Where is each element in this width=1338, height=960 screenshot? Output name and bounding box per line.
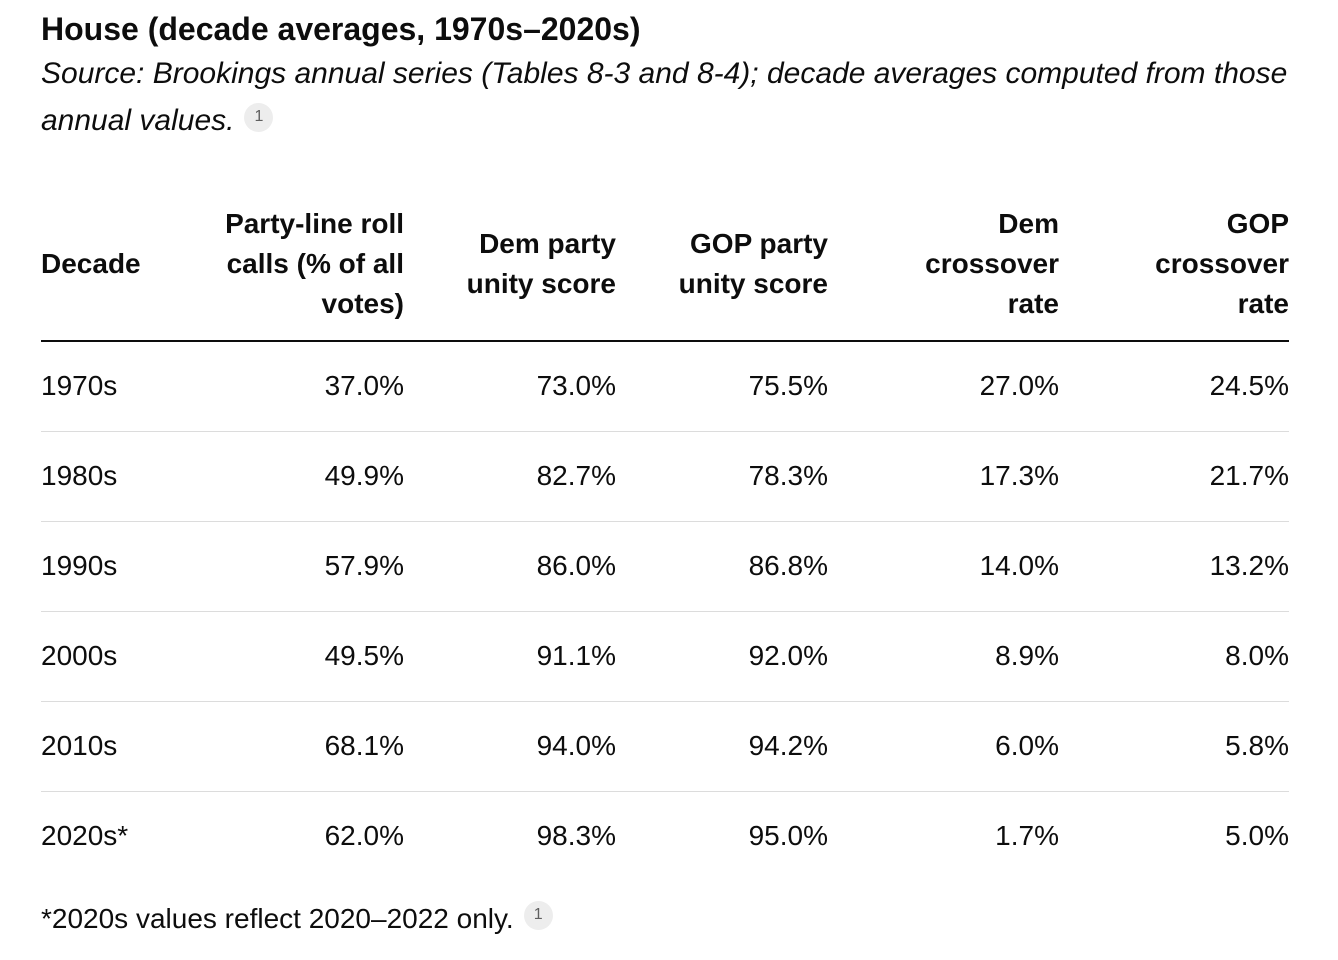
column-header-gop-party-unity-score: GOP party unity score xyxy=(616,188,828,342)
table-cell: 57.9% xyxy=(204,521,404,612)
table-cell: 49.5% xyxy=(204,611,404,702)
table-cell: 6.0% xyxy=(828,701,1059,792)
table-cell: 78.3% xyxy=(616,431,828,522)
table-cell: 8.9% xyxy=(828,611,1059,702)
table-cell: 1990s xyxy=(41,521,204,612)
table-cell: 1970s xyxy=(41,341,204,432)
citation-badge[interactable]: 1 xyxy=(244,102,274,132)
table-row-1980s: 1980s 49.9% 82.7% 78.3% 17.3% 21.7% xyxy=(41,431,1289,522)
table-cell: 68.1% xyxy=(204,701,404,792)
citation-badge[interactable]: 1 xyxy=(523,900,553,930)
table-cell: 91.1% xyxy=(404,611,616,702)
page: House (decade averages, 1970s–2020s) Sou… xyxy=(41,11,1289,939)
table-cell: 37.0% xyxy=(204,341,404,432)
table-row-2010s: 2010s 68.1% 94.0% 94.2% 6.0% 5.8% xyxy=(41,701,1289,792)
column-header-gop-crossover-rate: GOP crossover rate xyxy=(1059,188,1289,342)
table-cell: 82.7% xyxy=(404,431,616,522)
table-cell: 5.0% xyxy=(1225,820,1289,852)
column-header-dem-party-unity-score: Dem party unity score xyxy=(404,188,616,342)
table-cell: 94.2% xyxy=(616,701,828,792)
table-cell: 24.5% xyxy=(1059,341,1289,432)
footnote: *2020s values reflect 2020–2022 only. 1 xyxy=(41,899,1289,939)
table-cell: 2000s xyxy=(41,611,204,702)
table-row-2020s: 2020s* 62.0% 98.3% 95.0% 1.7% 5.0% xyxy=(41,791,1289,881)
header-row: Decade Party-line roll calls (% of all v… xyxy=(41,188,1289,342)
table-cell: 8.0% xyxy=(1059,611,1289,702)
table-cell: 73.0% xyxy=(404,341,616,432)
table-cell: 2020s* xyxy=(41,820,129,852)
table-cell: 86.8% xyxy=(616,521,828,612)
table-cell: 1980s xyxy=(41,431,204,522)
table-row-1990s: 1990s 57.9% 86.0% 86.8% 14.0% 13.2% xyxy=(41,521,1289,612)
table-cell: 1.7% xyxy=(995,820,1059,852)
table-cell: 5.8% xyxy=(1059,701,1289,792)
table-cell: 94.0% xyxy=(404,701,616,792)
source-text: Source: Brookings annual series (Tables … xyxy=(41,57,1288,137)
table-cell: 27.0% xyxy=(828,341,1059,432)
table-cell: 92.0% xyxy=(616,611,828,702)
table-header: Decade Party-line roll calls (% of all v… xyxy=(41,188,1289,342)
page-title: House (decade averages, 1970s–2020s) xyxy=(41,11,641,47)
table-cell: 62.0% xyxy=(324,820,404,852)
table-cell: 13.2% xyxy=(1059,521,1289,612)
table-row-1970s: 1970s 37.0% 73.0% 75.5% 27.0% 24.5% xyxy=(41,341,1289,432)
table-cell: 14.0% xyxy=(828,521,1059,612)
table-body: 1970s 37.0% 73.0% 75.5% 27.0% 24.5% 1980… xyxy=(41,341,1289,881)
table-cell: 98.3% xyxy=(536,820,616,852)
table-cell: 2010s xyxy=(41,701,204,792)
table-cell: 49.9% xyxy=(204,431,404,522)
decade-averages-table: Decade Party-line roll calls (% of all v… xyxy=(41,188,1289,881)
table-cell: 17.3% xyxy=(828,431,1059,522)
footnote-text: *2020s values reflect 2020–2022 only. xyxy=(41,903,514,934)
table-cell: 95.0% xyxy=(748,820,828,852)
table-cell: 86.0% xyxy=(404,521,616,612)
source-line: Source: Brookings annual series (Tables … xyxy=(41,50,1289,144)
column-header-decade: Decade xyxy=(41,188,204,342)
table-cell: 75.5% xyxy=(616,341,828,432)
column-header-dem-crossover-rate: Dem crossover rate xyxy=(828,188,1059,342)
table-row-2000s: 2000s 49.5% 91.1% 92.0% 8.9% 8.0% xyxy=(41,611,1289,702)
table-cell: 21.7% xyxy=(1059,431,1289,522)
column-header-party-line-roll-calls: Party-line roll calls (% of all votes) xyxy=(204,188,404,342)
